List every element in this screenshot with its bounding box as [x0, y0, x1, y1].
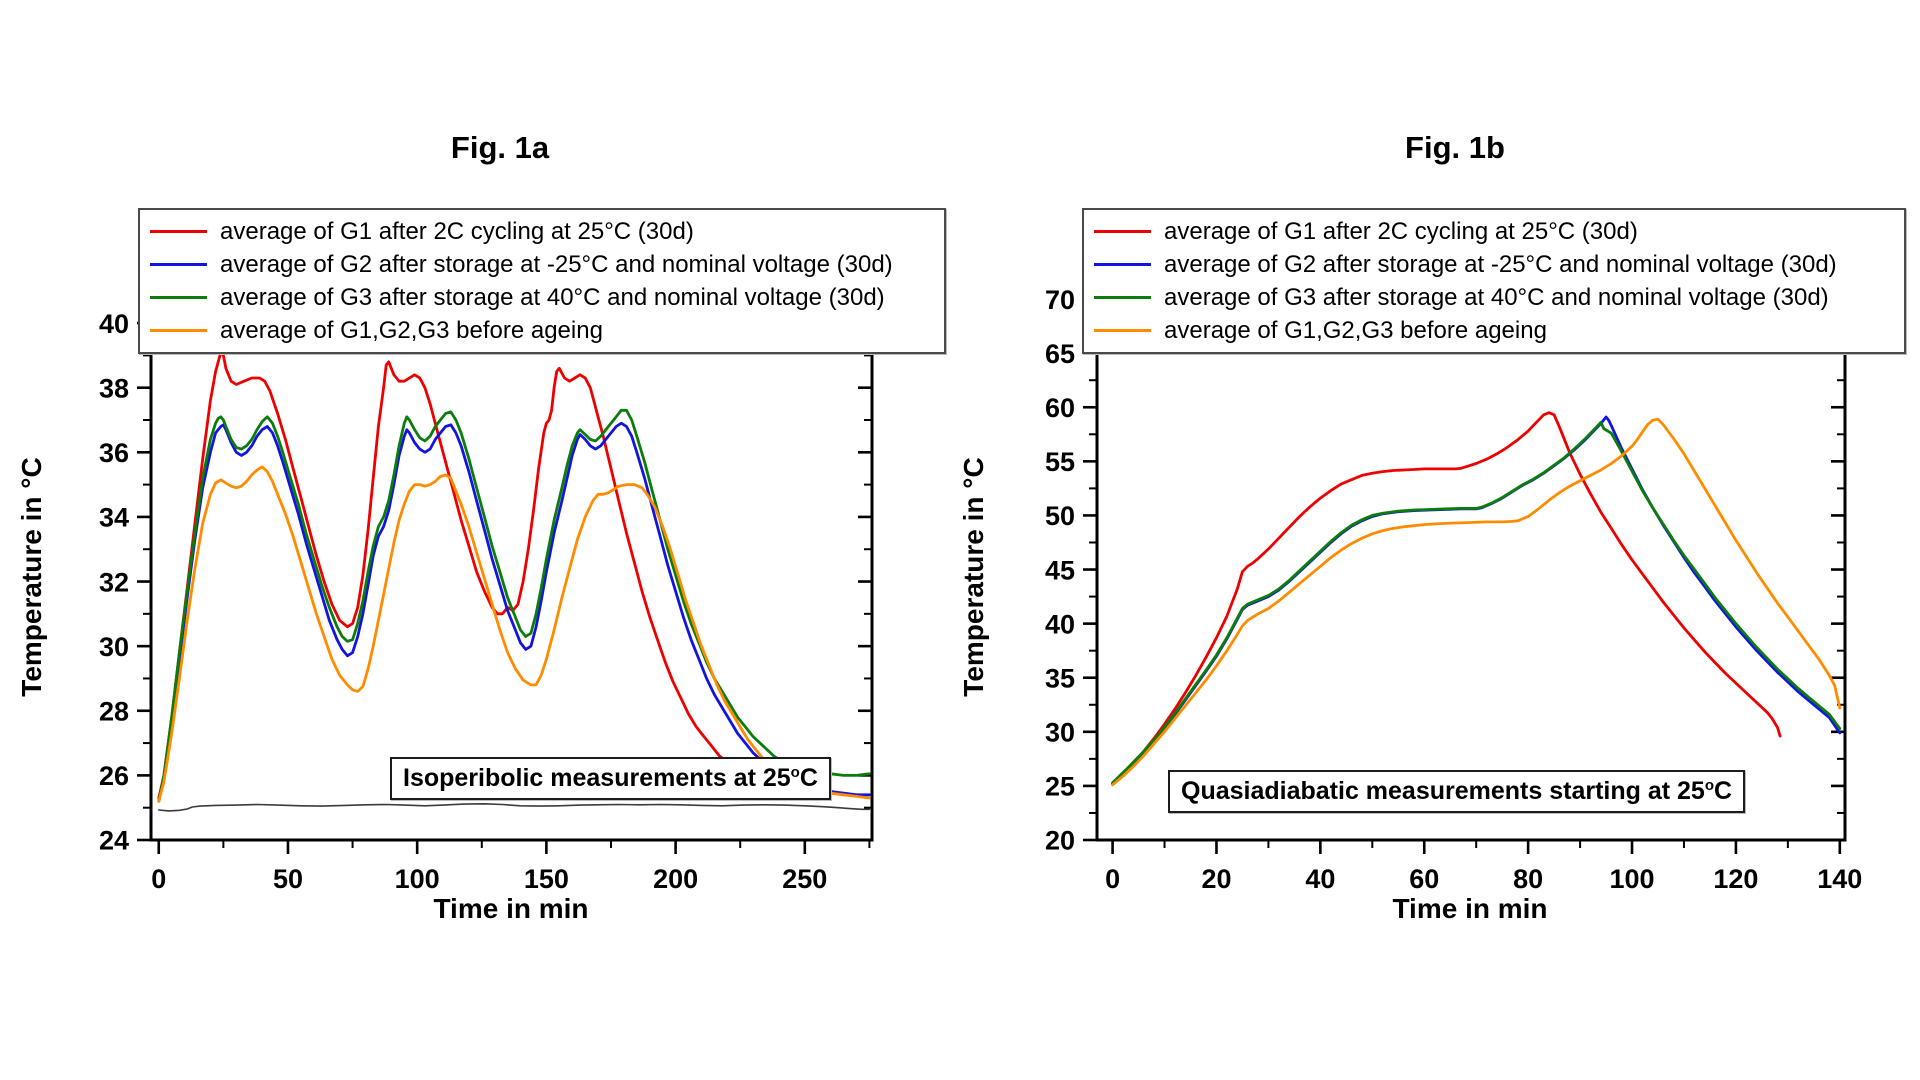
legend-item-label: average of G2 after storage at -25°C and…: [220, 250, 893, 278]
legend-item-label: average of G1 after 2C cycling at 25°C (…: [1164, 217, 1638, 245]
fig1a-x-axis-title: Time in min: [433, 893, 589, 924]
legend-item: average of G3 after storage at 40°C and …: [1092, 281, 1896, 314]
legend-item: average of G2 after storage at -25°C and…: [1092, 248, 1896, 281]
y-tick-label: 25: [1045, 772, 1075, 802]
fig1b-curve-G3-aged: [1111, 421, 1842, 785]
y-tick-label: 24: [99, 826, 129, 856]
x-tick-label: 60: [1409, 864, 1439, 894]
legend-color-swatch: [150, 263, 207, 266]
legend-color-swatch: [150, 329, 207, 332]
fig1b-x-axis-title: Time in min: [1392, 893, 1548, 924]
annotation-text-suffix: C: [1714, 777, 1733, 805]
x-tick-label: 0: [1105, 864, 1120, 894]
fig1a-curve-G1-aged: [157, 350, 791, 800]
legend-item: average of G1 after 2C cycling at 25°C (…: [148, 215, 936, 248]
fig1a-curve-G3-aged: [157, 408, 871, 803]
legend-item: average of G2 after storage at -25°C and…: [148, 248, 936, 281]
fig1a-curve-ambient-25C-reference: [158, 803, 871, 812]
fig1b-title: Fig. 1b: [1405, 130, 1505, 165]
x-tick-label: 50: [273, 864, 303, 894]
fig1a-title: Fig. 1a: [450, 130, 550, 165]
legend-item-label: average of G1,G2,G3 before ageing: [1164, 316, 1547, 344]
x-tick-label: 100: [1609, 864, 1654, 894]
legend-item-label: average of G3 after storage at 40°C and …: [220, 283, 885, 311]
fig1a-annotation-box: Isoperibolic measurements at 25oC: [390, 757, 831, 800]
fig1a-curve-G2-aged: [157, 421, 871, 803]
y-tick-label: 28: [99, 696, 129, 726]
fig1b-legend: average of G1 after 2C cycling at 25°C (…: [1082, 208, 1906, 354]
fig1b-curve-G1G2G3-before-ageing: [1111, 417, 1842, 787]
y-tick-label: 65: [1045, 339, 1075, 369]
fig1a-curve-G1G2G3-before-ageing: [157, 465, 871, 803]
legend-item: average of G1,G2,G3 before ageing: [1092, 314, 1896, 347]
x-tick-label: 150: [524, 864, 569, 894]
legend-item-label: average of G2 after storage at -25°C and…: [1164, 250, 1837, 278]
y-tick-label: 40: [99, 309, 129, 339]
legend-item-label: average of G3 after storage at 40°C and …: [1164, 283, 1829, 311]
fig1b-annotation-box: Quasiadiabatic measurements starting at …: [1168, 770, 1746, 813]
annotation-text: Isoperibolic measurements at 25: [403, 764, 791, 792]
fig1b-y-axis-title: Temperature in °C: [958, 457, 989, 697]
y-tick-label: 36: [99, 438, 129, 468]
x-tick-label: 120: [1713, 864, 1758, 894]
annotation-degree-sup: o: [1704, 777, 1714, 794]
annotation-text-suffix: C: [799, 764, 818, 792]
legend-color-swatch: [150, 230, 207, 233]
fig1b-plot-box: [1095, 283, 1847, 842]
fig1b-curve-G2-aged: [1111, 415, 1842, 786]
fig1b-curve-G1-aged: [1111, 411, 1782, 786]
fig1a-legend: average of G1 after 2C cycling at 25°C (…: [138, 208, 946, 354]
y-tick-label: 38: [99, 373, 129, 403]
legend-color-swatch: [1094, 296, 1151, 299]
legend-color-swatch: [1094, 230, 1151, 233]
legend-color-swatch: [150, 296, 207, 299]
legend-item: average of G1 after 2C cycling at 25°C (…: [1092, 215, 1896, 248]
legend-color-swatch: [1094, 329, 1151, 332]
x-tick-label: 20: [1201, 864, 1231, 894]
y-tick-label: 50: [1045, 501, 1075, 531]
fig1a-y-axis-title: Temperature in °C: [16, 457, 47, 697]
y-tick-label: 20: [1045, 826, 1075, 856]
y-tick-label: 35: [1045, 663, 1075, 693]
legend-color-swatch: [1094, 263, 1151, 266]
x-tick-label: 80: [1513, 864, 1543, 894]
x-tick-label: 100: [395, 864, 440, 894]
annotation-degree-sup: o: [790, 764, 800, 781]
x-tick-label: 250: [782, 864, 827, 894]
x-tick-label: 0: [151, 864, 166, 894]
legend-item-label: average of G1 after 2C cycling at 25°C (…: [220, 217, 694, 245]
legend-item: average of G1,G2,G3 before ageing: [148, 314, 936, 347]
y-tick-label: 55: [1045, 447, 1075, 477]
legend-item-label: average of G1,G2,G3 before ageing: [220, 316, 603, 344]
y-tick-label: 32: [99, 567, 129, 597]
y-tick-label: 34: [99, 503, 129, 533]
y-tick-label: 30: [99, 632, 129, 662]
annotation-text: Quasiadiabatic measurements starting at …: [1181, 777, 1705, 805]
x-tick-label: 140: [1817, 864, 1862, 894]
x-tick-label: 40: [1305, 864, 1335, 894]
y-tick-label: 60: [1045, 393, 1075, 423]
y-tick-label: 30: [1045, 718, 1075, 748]
y-tick-label: 40: [1045, 609, 1075, 639]
y-tick-label: 70: [1045, 285, 1075, 315]
x-tick-label: 200: [653, 864, 698, 894]
y-tick-label: 45: [1045, 555, 1075, 585]
y-tick-label: 26: [99, 761, 129, 791]
legend-item: average of G3 after storage at 40°C and …: [148, 281, 936, 314]
